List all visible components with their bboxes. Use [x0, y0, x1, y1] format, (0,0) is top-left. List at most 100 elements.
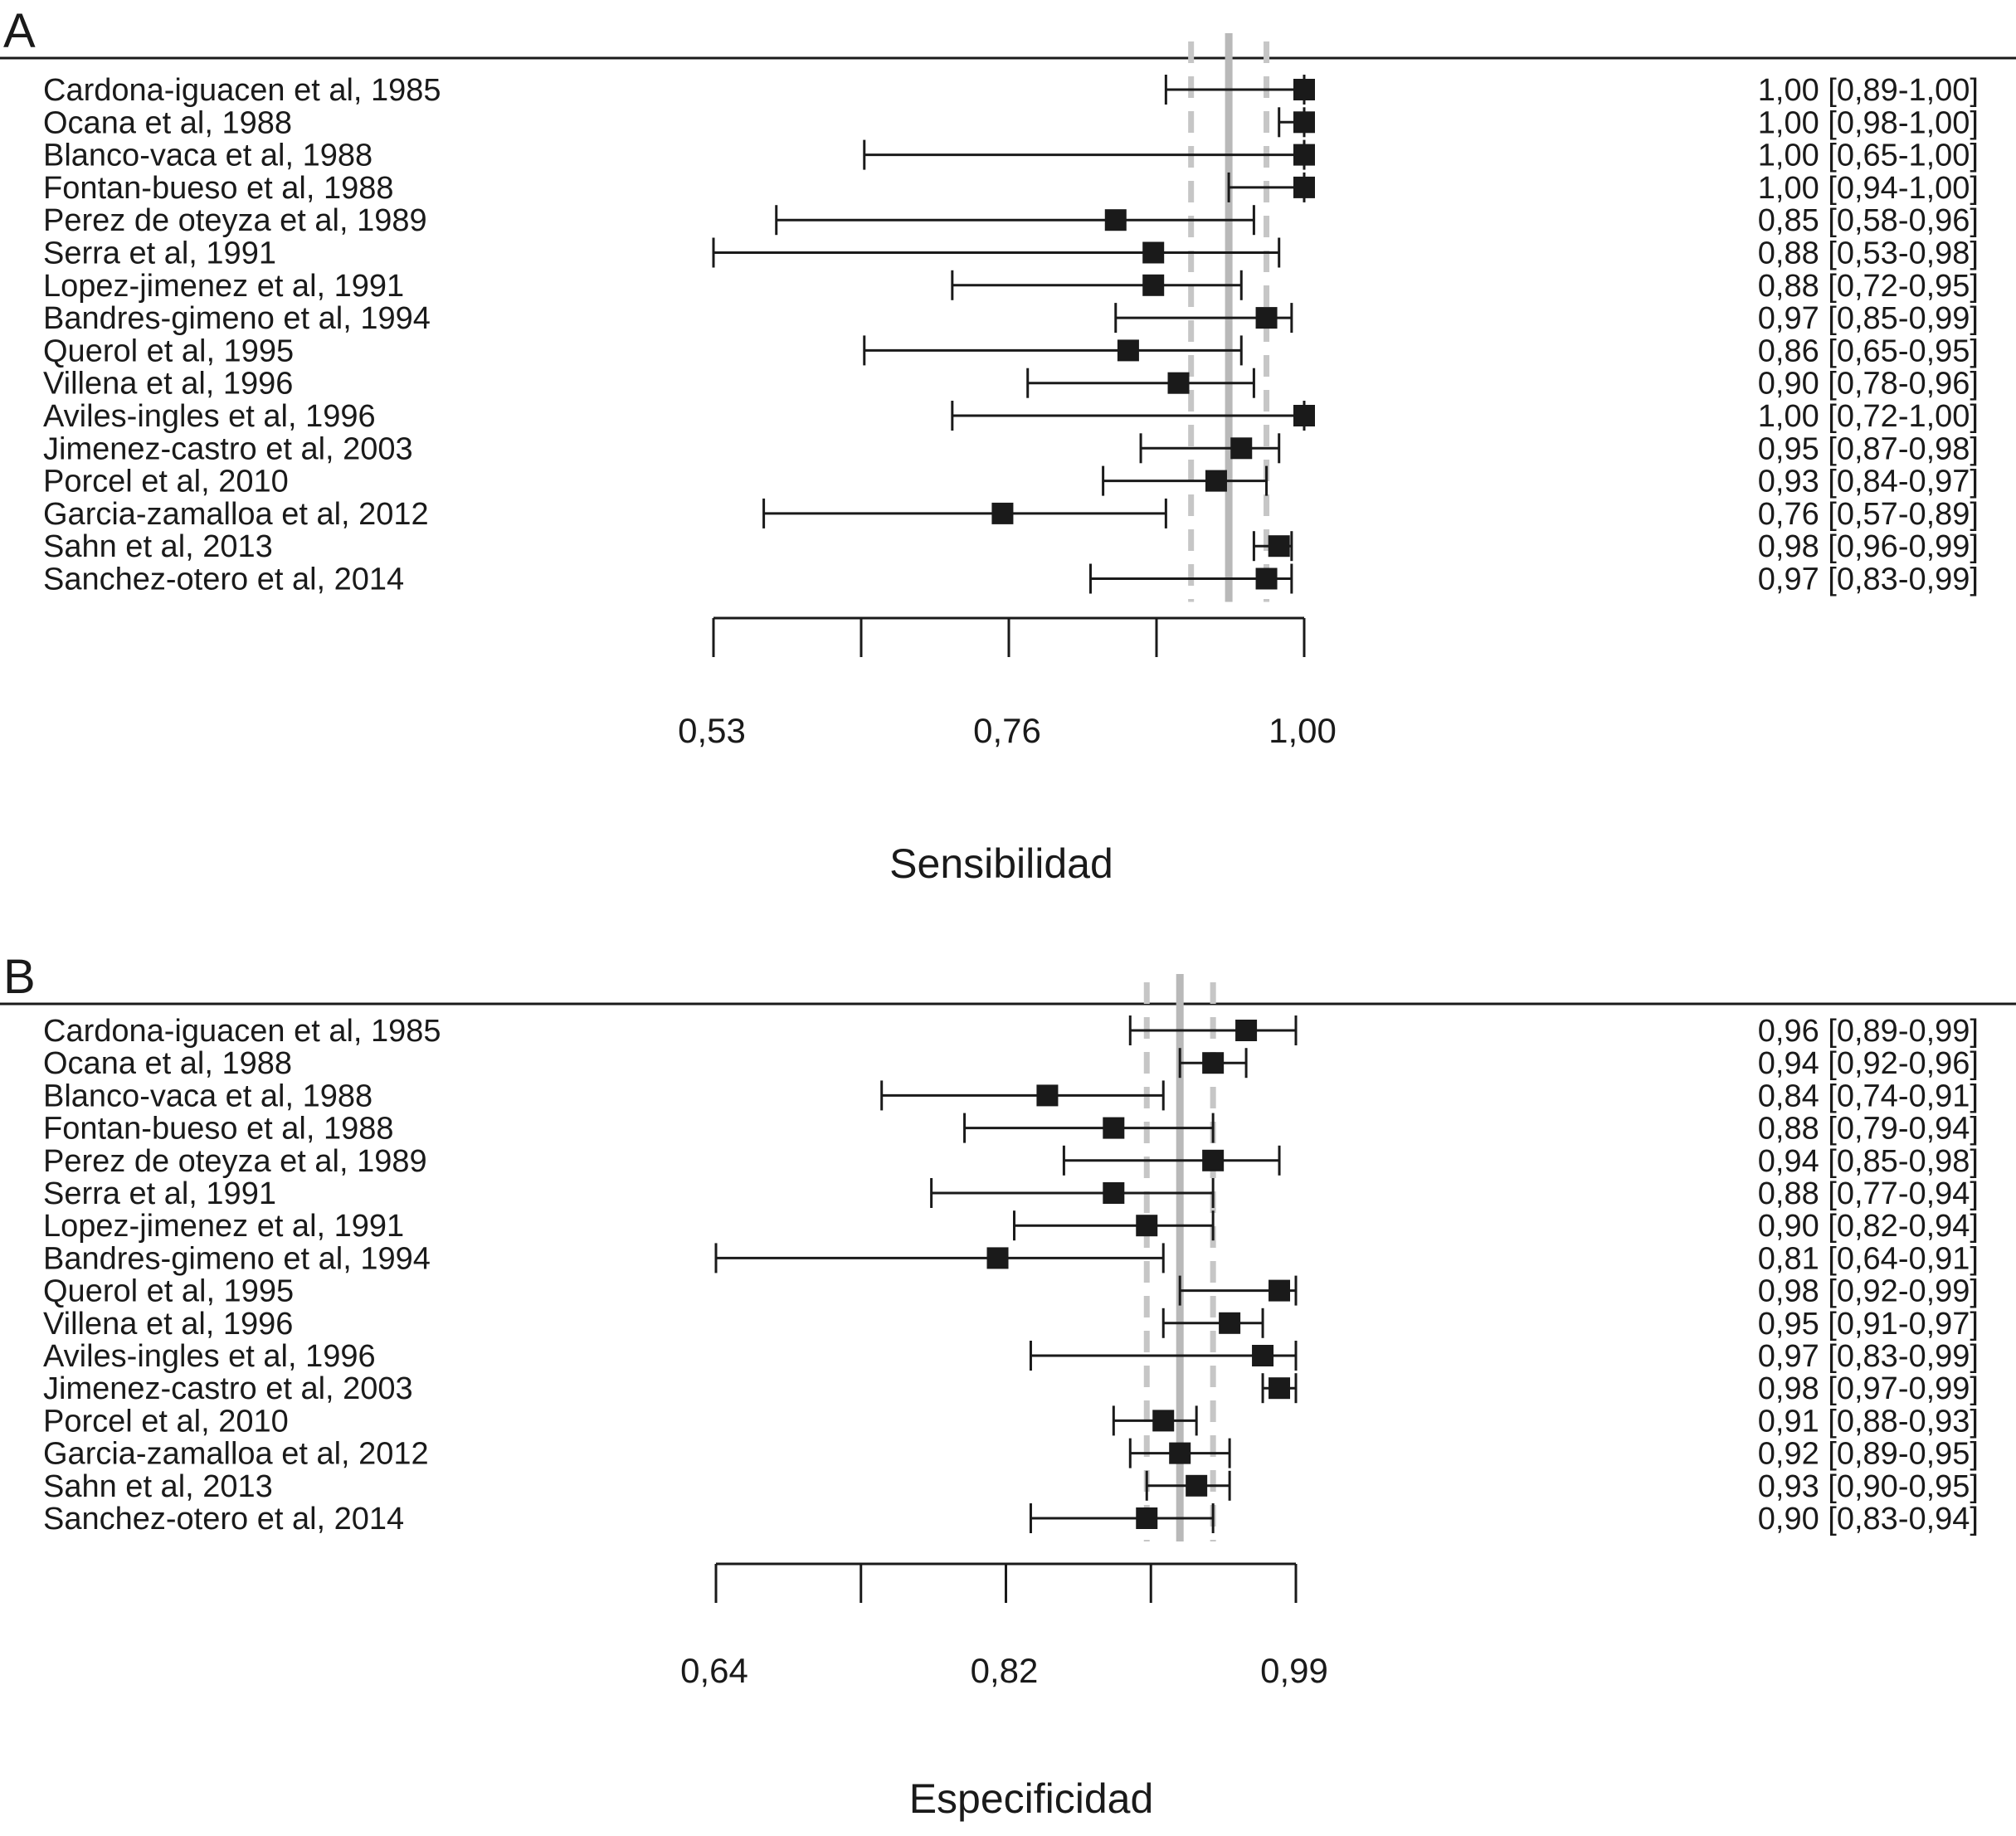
study-label: Querol et al, 1995 [43, 1274, 294, 1309]
study-label: Jimenez-castro et al, 2003 [43, 1371, 413, 1406]
point-estimate-marker [1230, 437, 1253, 460]
study-estimate-text: 0,94 [0,85-0,98] [1758, 1144, 1979, 1179]
point-estimate-marker [1169, 1442, 1191, 1464]
point-estimate-marker [1255, 307, 1278, 329]
point-estimate-marker [1142, 274, 1165, 296]
point-estimate-marker [1136, 1507, 1158, 1529]
study-estimate-text: 0,96 [0,89-0,99] [1758, 1014, 1979, 1049]
point-estimate-marker [1202, 1052, 1225, 1074]
x-tick-label: 1,00 [1269, 711, 1337, 750]
point-estimate-marker [1103, 1182, 1125, 1204]
point-estimate-marker [1104, 209, 1127, 231]
study-label: Aviles-ingles et al, 1996 [43, 1339, 376, 1374]
point-estimate-marker [1152, 1410, 1175, 1432]
study-label: Ocana et al, 1988 [43, 105, 292, 140]
x-tick-label: 0,64 [680, 1651, 748, 1690]
study-estimate-text: 0,92 [0,89-0,95] [1758, 1437, 1979, 1472]
study-label: Serra et al, 1991 [43, 236, 276, 271]
point-estimate-marker [1293, 405, 1315, 426]
study-label: Serra et al, 1991 [43, 1176, 276, 1211]
point-estimate-marker [1136, 1215, 1158, 1237]
point-estimate-marker [1293, 144, 1315, 166]
study-label: Sanchez-otero et al, 2014 [43, 562, 404, 597]
point-estimate-marker [1252, 1345, 1274, 1366]
study-label: Villena et al, 1996 [43, 367, 293, 402]
point-estimate-marker [1268, 535, 1290, 558]
point-estimate-marker [1293, 111, 1315, 134]
study-estimate-text: 1,00 [0,89-1,00] [1758, 73, 1979, 108]
x-tick-label: 0,76 [973, 711, 1041, 750]
study-label: Lopez-jimenez et al, 1991 [43, 269, 404, 304]
study-estimate-text: 0,95 [0,87-0,98] [1758, 431, 1979, 466]
study-estimate-text: 0,88 [0,72-0,95] [1758, 269, 1979, 304]
study-label: Sahn et al, 2013 [43, 1469, 273, 1504]
study-label: Perez de oteyza et al, 1989 [43, 1144, 427, 1179]
point-estimate-marker [1205, 470, 1227, 492]
point-estimate-marker [1142, 241, 1165, 264]
point-estimate-marker [1117, 339, 1139, 362]
point-estimate-marker [1202, 1149, 1225, 1171]
point-estimate-marker [1167, 372, 1190, 394]
study-label: Jimenez-castro et al, 2003 [43, 431, 413, 466]
panel-letter: A [3, 4, 36, 58]
point-estimate-marker [1293, 176, 1315, 198]
study-estimate-text: 0,86 [0,65-0,95] [1758, 334, 1979, 368]
study-estimate-text: 0,88 [0,79-0,94] [1758, 1112, 1979, 1147]
point-estimate-marker [986, 1247, 1009, 1269]
point-estimate-marker [1186, 1474, 1208, 1497]
x-tick-label: 0,99 [1260, 1651, 1328, 1690]
study-estimate-text: 0,97 [0,83-0,99] [1758, 562, 1979, 597]
study-estimate-text: 0,81 [0,64-0,91] [1758, 1241, 1979, 1276]
study-label: Blanco-vaca et al, 1988 [43, 1079, 373, 1113]
study-estimate-text: 0,90 [0,83-0,94] [1758, 1502, 1979, 1536]
point-estimate-marker [1235, 1020, 1258, 1041]
study-label: Cardona-iguacen et al, 1985 [43, 73, 441, 108]
point-estimate-marker [1293, 79, 1315, 100]
study-estimate-text: 0,88 [0,53-0,98] [1758, 236, 1979, 271]
study-label: Garcia-zamalloa et al, 2012 [43, 497, 429, 532]
point-estimate-marker [1255, 567, 1278, 590]
study-estimate-text: 0,94 [0,92-0,96] [1758, 1046, 1979, 1081]
study-estimate-text: 0,98 [0,97-0,99] [1758, 1371, 1979, 1406]
point-estimate-marker [1036, 1084, 1059, 1107]
study-label: Sahn et al, 2013 [43, 529, 273, 564]
panel-letter: B [3, 950, 36, 1004]
study-label: Bandres-gimeno et al, 1994 [43, 301, 431, 336]
x-axis-title: Especificidad [909, 1775, 1154, 1822]
study-estimate-text: 0,90 [0,82-0,94] [1758, 1209, 1979, 1244]
study-estimate-text: 0,85 [0,58-0,96] [1758, 203, 1979, 238]
study-label: Fontan-bueso et al, 1988 [43, 1112, 394, 1147]
study-estimate-text: 0,97 [0,85-0,99] [1758, 301, 1979, 336]
study-estimate-text: 0,95 [0,91-0,97] [1758, 1307, 1979, 1342]
study-estimate-text: 0,97 [0,83-0,99] [1758, 1339, 1979, 1374]
study-estimate-text: 1,00 [0,65-1,00] [1758, 139, 1979, 173]
study-estimate-text: 0,93 [0,84-0,97] [1758, 465, 1979, 499]
study-estimate-text: 1,00 [0,98-1,00] [1758, 105, 1979, 140]
x-axis-title: Sensibilidad [889, 840, 1113, 887]
study-label: Perez de oteyza et al, 1989 [43, 203, 427, 238]
study-estimate-text: 0,90 [0,78-0,96] [1758, 367, 1979, 402]
study-label: Porcel et al, 2010 [43, 465, 289, 499]
point-estimate-marker [1219, 1312, 1241, 1334]
study-estimate-text: 0,91 [0,88-0,93] [1758, 1404, 1979, 1439]
x-tick-label: 0,53 [678, 711, 746, 750]
study-estimate-text: 0,76 [0,57-0,89] [1758, 497, 1979, 532]
study-label: Blanco-vaca et al, 1988 [43, 139, 373, 173]
study-estimate-text: 0,98 [0,96-0,99] [1758, 529, 1979, 564]
study-estimate-text: 1,00 [0,72-1,00] [1758, 399, 1979, 434]
point-estimate-marker [991, 502, 1014, 524]
study-label: Porcel et al, 2010 [43, 1404, 289, 1439]
point-estimate-marker [1103, 1117, 1125, 1139]
study-label: Ocana et al, 1988 [43, 1046, 292, 1081]
study-label: Bandres-gimeno et al, 1994 [43, 1241, 431, 1276]
study-label: Sanchez-otero et al, 2014 [43, 1502, 404, 1536]
x-tick-label: 0,82 [971, 1651, 1039, 1690]
study-label: Lopez-jimenez et al, 1991 [43, 1209, 404, 1244]
point-estimate-marker [1269, 1279, 1291, 1302]
study-label: Cardona-iguacen et al, 1985 [43, 1014, 441, 1049]
study-label: Querol et al, 1995 [43, 334, 294, 368]
study-label: Garcia-zamalloa et al, 2012 [43, 1437, 429, 1472]
